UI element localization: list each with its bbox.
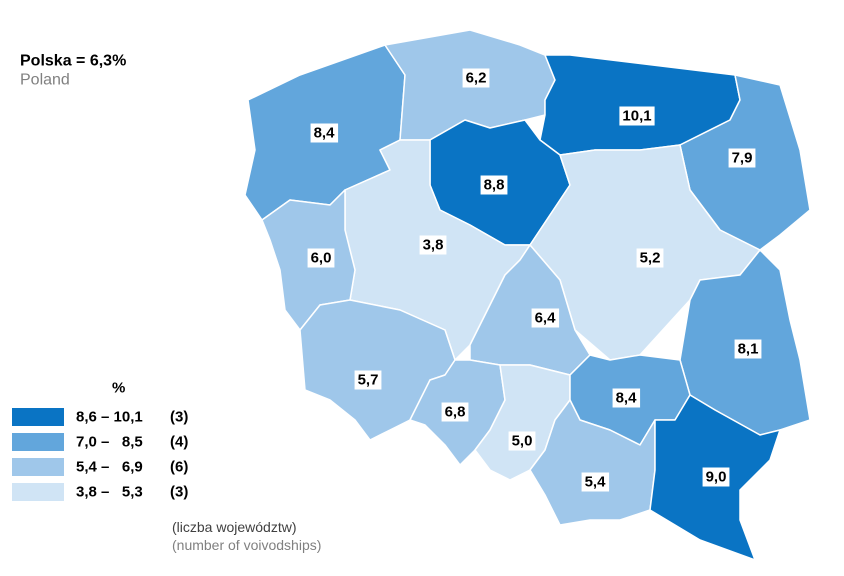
- label-box: [419, 235, 447, 255]
- map-title: Polska = 6,3%: [20, 53, 126, 70]
- legend-swatch: [12, 483, 64, 501]
- region-label: 6,0: [311, 250, 332, 267]
- region-label: 6,2: [466, 70, 487, 87]
- legend: % (liczba województw) (number of voivods…: [12, 380, 321, 553]
- label-box: [702, 467, 730, 487]
- label-box: [462, 68, 490, 88]
- label-box: [480, 175, 508, 195]
- legend-range: 8,6 – 10,1: [76, 409, 143, 426]
- region-label: 5,7: [358, 372, 379, 389]
- label-box: [734, 339, 762, 359]
- legend-swatch: [12, 408, 64, 426]
- label-box: [354, 370, 382, 390]
- legend-count: (6): [170, 459, 188, 476]
- legend-count: (4): [170, 434, 188, 451]
- region-label: 8,4: [314, 125, 336, 142]
- label-box: [728, 148, 756, 168]
- legend-count: (3): [170, 409, 188, 426]
- map-subtitle: Poland: [20, 72, 70, 89]
- region-label: 7,9: [732, 150, 753, 167]
- legend-count: (3): [170, 484, 188, 501]
- region-label: 5,4: [585, 474, 607, 491]
- label-box: [619, 106, 655, 126]
- label-box: [581, 472, 610, 492]
- region-labels: 8,4 6,2 10,1 7,9 8,8 3,8 6,0 5,2 6,4 8,1…: [307, 68, 762, 492]
- label-box: [636, 248, 664, 268]
- legend-range: 5,4 – 6,9: [76, 459, 143, 476]
- region-label: 3,8: [423, 237, 444, 254]
- label-box: [307, 248, 335, 268]
- region-label: 5,0: [512, 433, 533, 450]
- region-label: 8,8: [484, 177, 505, 194]
- region-label: 10,1: [622, 108, 651, 125]
- legend-range: 7,0 – 8,5: [76, 434, 143, 451]
- label-box: [508, 431, 536, 451]
- label-box: [441, 402, 469, 422]
- region-label: 5,2: [640, 250, 661, 267]
- legend-note-en: (number of voivodships): [172, 537, 321, 553]
- region-label: 8,1: [738, 341, 759, 358]
- legend-range: 3,8 – 5,3: [76, 484, 143, 501]
- legend-swatch: [12, 458, 64, 476]
- legend-swatch: [12, 433, 64, 451]
- label-box: [612, 388, 641, 408]
- region-label: 8,4: [616, 390, 638, 407]
- legend-note: (liczba województw): [172, 519, 296, 535]
- region-label: 6,8: [445, 404, 466, 421]
- region-label: 6,4: [535, 310, 557, 327]
- label-box: [310, 123, 339, 143]
- legend-title: %: [112, 380, 125, 397]
- region-label: 9,0: [706, 469, 727, 486]
- label-box: [531, 308, 560, 328]
